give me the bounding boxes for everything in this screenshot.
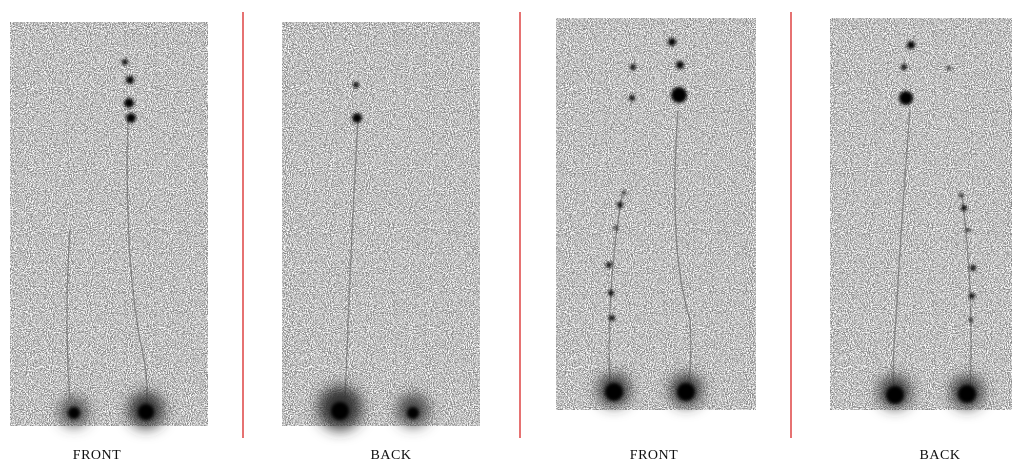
vessel <box>961 194 972 391</box>
panel-backgrounds <box>10 18 1012 426</box>
hotspot <box>947 66 951 70</box>
panel-noise <box>830 18 1012 410</box>
hotspot <box>122 59 128 65</box>
panel-noise <box>556 18 756 410</box>
vessel <box>66 229 71 401</box>
hotspot <box>676 61 684 69</box>
hotspot <box>958 385 976 403</box>
dividers <box>242 12 792 438</box>
panel-4-uptake <box>879 41 983 408</box>
hotspot <box>907 41 915 49</box>
vessel <box>344 119 359 401</box>
hotspot <box>630 64 636 70</box>
hotspot <box>622 191 626 195</box>
hotspot <box>126 113 136 123</box>
hotspot <box>407 407 419 419</box>
panel-2-uptake <box>318 82 429 430</box>
hotspot <box>606 262 612 268</box>
hotspot <box>68 407 80 419</box>
hotspot <box>605 383 623 401</box>
hotspot <box>352 113 362 123</box>
hotspot <box>629 95 635 101</box>
hotspot <box>614 226 618 230</box>
hotspot <box>668 38 676 46</box>
view-label: FRONT <box>73 448 121 463</box>
vessel <box>126 119 148 411</box>
hotspot <box>617 202 623 208</box>
hotspot <box>961 205 967 211</box>
view-label: BACK <box>371 448 412 463</box>
hotspot <box>677 383 695 401</box>
hotspot <box>886 386 904 404</box>
hotspot <box>126 76 134 84</box>
view-label: BACK <box>920 448 961 463</box>
vessel <box>892 109 911 391</box>
hotspot <box>969 318 973 322</box>
hotspot <box>901 64 907 70</box>
view-label: FRONT <box>630 448 678 463</box>
panel-3-uptake <box>598 38 702 406</box>
hotspot <box>353 82 359 88</box>
hotspot <box>609 315 615 321</box>
vessel <box>674 109 692 391</box>
hotspot <box>966 228 970 232</box>
hotspot <box>959 193 963 197</box>
panel-noise <box>10 22 208 426</box>
hotspot <box>138 404 154 420</box>
hotspot <box>671 87 687 103</box>
panel-1-uptake <box>60 59 164 428</box>
panel-noise <box>282 22 480 426</box>
hotspot <box>608 290 614 296</box>
hotspot <box>969 293 975 299</box>
hotspot <box>899 91 913 105</box>
hotspot <box>124 98 134 108</box>
hotspot <box>331 402 349 420</box>
hotspot <box>970 265 976 271</box>
